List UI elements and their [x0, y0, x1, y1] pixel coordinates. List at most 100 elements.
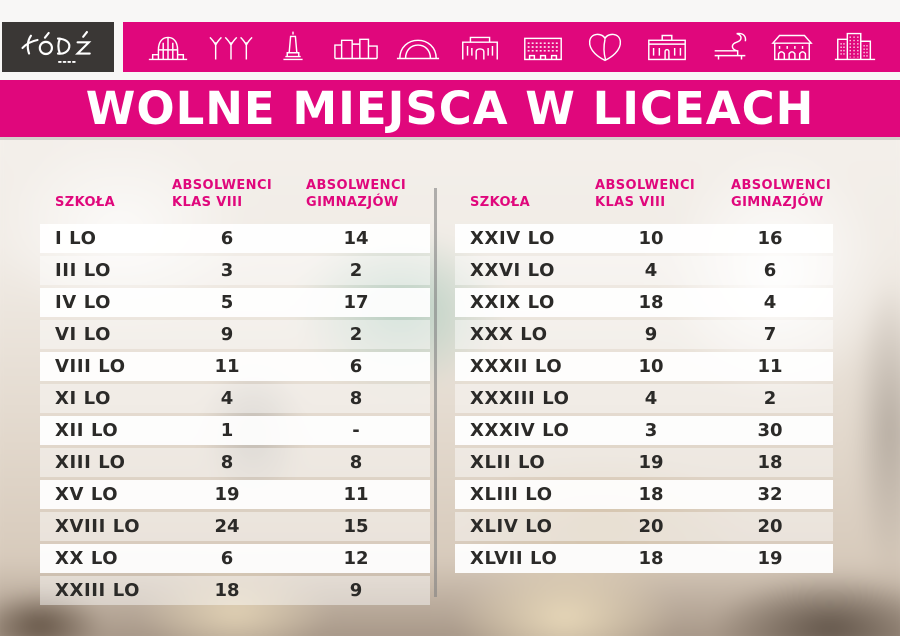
- striped-factory-icon: [523, 37, 562, 61]
- gimnazjow-value: 32: [757, 484, 783, 505]
- school-name: XLIII LO: [470, 484, 553, 505]
- school-name: XXVI LO: [470, 260, 555, 281]
- klas-viii-value: 19: [214, 484, 240, 505]
- gimnazjow-value: -: [352, 420, 360, 441]
- klas-viii-value: 8: [220, 452, 234, 473]
- gimnazjow-value: 2: [349, 260, 363, 281]
- lodz-logo-script-icon: [21, 30, 92, 63]
- school-name: XXXIII LO: [470, 388, 570, 409]
- table-row: XX LO 6 12: [40, 544, 430, 573]
- office-tower-icon: [834, 32, 875, 61]
- school-name: XLVII LO: [470, 548, 558, 569]
- header-absolwenci-gimnazjow: ABSOLWENCI GIMNAZJÓW: [731, 178, 832, 211]
- school-name: XI LO: [55, 388, 111, 409]
- klas-viii-value: 9: [220, 324, 234, 345]
- table-row: XIII LO 8 8: [40, 448, 430, 477]
- klas-viii-value: 20: [638, 516, 664, 537]
- klas-viii-value: 19: [638, 452, 664, 473]
- gimnazjow-value: 4: [763, 292, 777, 313]
- klas-viii-value: 9: [644, 324, 658, 345]
- factory-complex-icon: [333, 38, 378, 60]
- table-row: III LO 3 2: [40, 256, 430, 285]
- school-name: VIII LO: [55, 356, 126, 377]
- school-name: I LO: [55, 228, 97, 249]
- school-name: XII LO: [55, 420, 119, 441]
- gimnazjow-value: 17: [343, 292, 369, 313]
- school-name: XXIX LO: [470, 292, 555, 313]
- school-name: XXIV LO: [470, 228, 555, 249]
- gimnazjow-value: 18: [757, 452, 783, 473]
- gimnazjow-value: 30: [757, 420, 783, 441]
- header-absolwenci-klas-viii: ABSOLWENCI KLAS VIII: [595, 178, 696, 211]
- header-absolwenci-klas-viii: ABSOLWENCI KLAS VIII: [172, 178, 273, 211]
- landmark-icon-bar: [123, 22, 900, 72]
- klas-viii-value: 4: [220, 388, 234, 409]
- table-row: XV LO 19 11: [40, 480, 430, 509]
- dome-hall-icon: [149, 36, 188, 61]
- school-name: XXX LO: [470, 324, 548, 345]
- table-row: XXXIV LO 3 30: [455, 416, 833, 445]
- gimnazjow-value: 6: [349, 356, 363, 377]
- klas-viii-value: 3: [644, 420, 658, 441]
- klas-viii-value: 4: [644, 388, 658, 409]
- table-row: XLIII LO 18 32: [455, 480, 833, 509]
- gimnazjow-value: 12: [343, 548, 369, 569]
- klas-viii-value: 11: [214, 356, 240, 377]
- ornate-palace-icon: [648, 34, 687, 61]
- left-table: SZKOŁA ABSOLWENCI KLAS VIII ABSOLWENCI G…: [40, 166, 430, 608]
- klas-viii-value: 24: [214, 516, 240, 537]
- klas-viii-value: 18: [638, 292, 664, 313]
- klas-viii-value: 18: [638, 548, 664, 569]
- klas-viii-value: 4: [644, 260, 658, 281]
- klas-viii-value: 3: [220, 260, 234, 281]
- gimnazjow-value: 2: [349, 324, 363, 345]
- monument-obelisk-icon: [283, 31, 303, 61]
- header-absolwenci-gimnazjow: ABSOLWENCI GIMNAZJÓW: [306, 178, 407, 211]
- header-school: SZKOŁA: [55, 195, 116, 211]
- table-row: XLVII LO 18 19: [455, 544, 833, 573]
- table-row: IV LO 5 17: [40, 288, 430, 317]
- gimnazjow-value: 20: [757, 516, 783, 537]
- school-name: XXIII LO: [55, 580, 141, 601]
- school-name: III LO: [55, 260, 112, 281]
- school-name: IV LO: [55, 292, 112, 313]
- table-row: XXIII LO 18 9: [40, 576, 430, 605]
- right-table-body: XXIV LO 10 16 XXVI LO 4 6 XXIX LO 18 4: [455, 224, 833, 573]
- gimnazjow-value: 15: [343, 516, 369, 537]
- left-table-header: SZKOŁA ABSOLWENCI KLAS VIII ABSOLWENCI G…: [40, 166, 430, 212]
- gimnazjow-value: 16: [757, 228, 783, 249]
- spring-bench-icon: [714, 32, 746, 60]
- klas-viii-value: 5: [220, 292, 234, 313]
- school-name: XXXIV LO: [470, 420, 570, 441]
- klas-viii-value: 6: [220, 228, 234, 249]
- table-row: I LO 6 14: [40, 224, 430, 253]
- klas-viii-value: 1: [220, 420, 234, 441]
- table-row: XXXIII LO 4 2: [455, 384, 833, 413]
- header-school: SZKOŁA: [470, 195, 531, 211]
- title-banner: WOLNE MIEJSCA W LICEACH: [0, 80, 900, 137]
- school-name: VI LO: [55, 324, 112, 345]
- left-table-body: I LO 6 14 III LO 3 2 IV LO 5 17 VI: [40, 224, 430, 605]
- table-row: XI LO 4 8: [40, 384, 430, 413]
- arcaded-mansion-icon: [771, 34, 813, 61]
- right-table: SZKOŁA ABSOLWENCI KLAS VIII ABSOLWENCI G…: [455, 166, 833, 576]
- right-table-header: SZKOŁA ABSOLWENCI KLAS VIII ABSOLWENCI G…: [455, 166, 833, 212]
- table-row: XLII LO 19 18: [455, 448, 833, 477]
- table-divider: [434, 188, 437, 597]
- school-name: XLIV LO: [470, 516, 553, 537]
- gimnazjow-value: 7: [763, 324, 777, 345]
- klas-viii-value: 10: [638, 356, 664, 377]
- table-row: XXIV LO 10 16: [455, 224, 833, 253]
- lodz-city-logo: [2, 22, 114, 72]
- school-name: XVIII LO: [55, 516, 141, 537]
- heart-sculpture-icon: [588, 33, 622, 62]
- table-row: VIII LO 11 6: [40, 352, 430, 381]
- table-row: XII LO 1 -: [40, 416, 430, 445]
- arena-dome-icon: [396, 39, 439, 60]
- gimnazjow-value: 9: [349, 580, 363, 601]
- klas-viii-value: 10: [638, 228, 664, 249]
- gimnazjow-value: 11: [343, 484, 369, 505]
- gimnazjow-value: 6: [763, 260, 777, 281]
- klas-viii-value: 18: [214, 580, 240, 601]
- gimnazjow-value: 2: [763, 388, 777, 409]
